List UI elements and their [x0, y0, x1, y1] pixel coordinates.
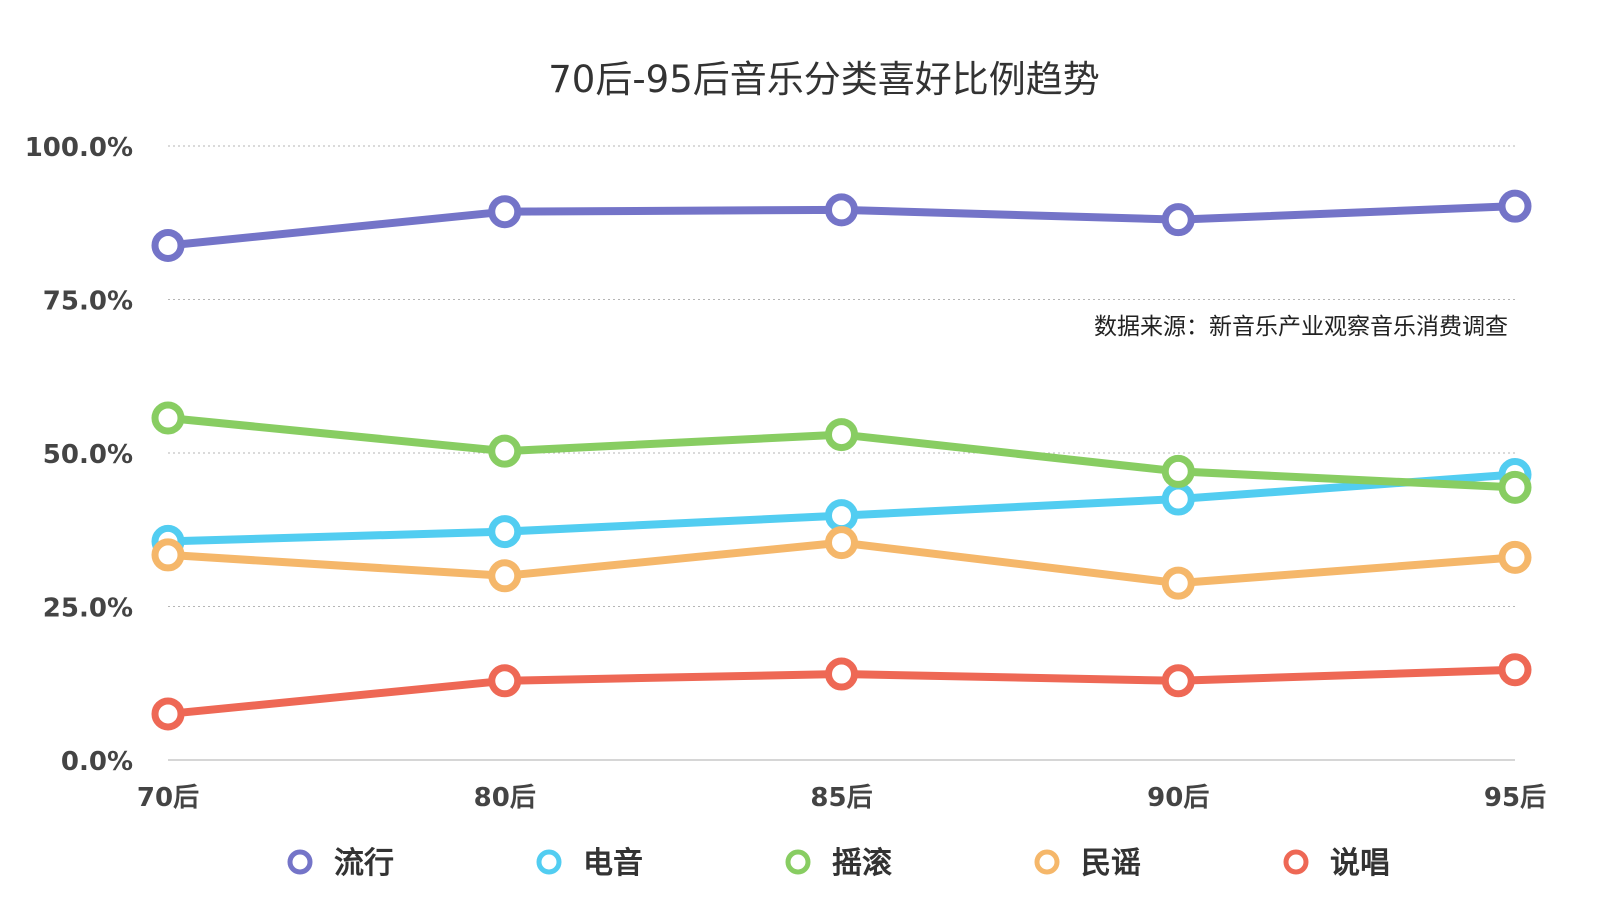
data-point [1161, 566, 1195, 600]
legend-marker [536, 849, 562, 875]
x-tick-label: 85后 [810, 783, 872, 813]
data-point [1498, 470, 1532, 504]
series-group [151, 653, 1532, 731]
legend-marker [287, 849, 313, 875]
data-point [151, 697, 185, 731]
data-point [825, 418, 858, 452]
legend-marker [785, 849, 811, 875]
legend-item: 民谣 [1034, 846, 1141, 881]
y-tick-label: 0.0% [61, 747, 133, 777]
data-point [825, 499, 858, 533]
data-point [488, 559, 522, 593]
y-tick-label: 75.0% [43, 287, 133, 317]
series-group [151, 189, 1532, 262]
legend-label: 摇滚 [832, 846, 892, 881]
x-tick-label: 70后 [137, 783, 199, 813]
data-point [1161, 454, 1195, 488]
data-point [488, 434, 522, 468]
data-source-note: 数据来源：新音乐产业观察音乐消费调查 [1094, 314, 1508, 340]
legend-item: 流行 [287, 846, 394, 881]
data-point [151, 228, 185, 262]
legend-item: 摇滚 [785, 846, 892, 881]
y-tick-label: 100.0% [25, 133, 133, 163]
series-group [151, 457, 1532, 558]
series-group [151, 401, 1532, 504]
chart-title: 70后-95后音乐分类喜好比例趋势 [548, 58, 1100, 101]
grid-layer [168, 145, 1515, 761]
y-tick-label: 50.0% [43, 440, 133, 470]
y-tick-label: 25.0% [43, 594, 133, 624]
x-tick-label: 80后 [474, 783, 536, 813]
data-point [1498, 189, 1532, 223]
data-point [825, 526, 858, 560]
data-point [151, 401, 185, 435]
data-point [825, 657, 858, 691]
data-point [1161, 203, 1195, 237]
data-point [488, 515, 522, 549]
legend-marker [1283, 849, 1309, 875]
legend-label: 流行 [334, 846, 394, 881]
x-tick-label: 90后 [1147, 783, 1209, 813]
legend-item: 说唱 [1283, 846, 1390, 881]
data-point [1161, 664, 1195, 698]
data-point [1498, 653, 1532, 687]
series-group [151, 526, 1532, 600]
data-point [488, 664, 522, 698]
data-point [825, 193, 858, 227]
legend-label: 民谣 [1081, 846, 1141, 881]
legend: 流行 电音 摇滚 民谣 说唱 [287, 846, 1390, 881]
data-point [1161, 482, 1195, 516]
axis-layer: 0.0% 25.0% 50.0% 75.0% 100.0% 70后 80后 85后 90后 95后 [25, 133, 1546, 813]
legend-item: 电音 [536, 846, 643, 881]
legend-marker [1034, 849, 1060, 875]
series-layer [151, 189, 1532, 731]
data-point [488, 195, 522, 229]
x-tick-label: 95后 [1484, 783, 1546, 813]
legend-label: 说唱 [1330, 846, 1390, 881]
data-point [151, 538, 185, 572]
legend-label: 电音 [583, 846, 643, 881]
data-point [1498, 540, 1532, 574]
